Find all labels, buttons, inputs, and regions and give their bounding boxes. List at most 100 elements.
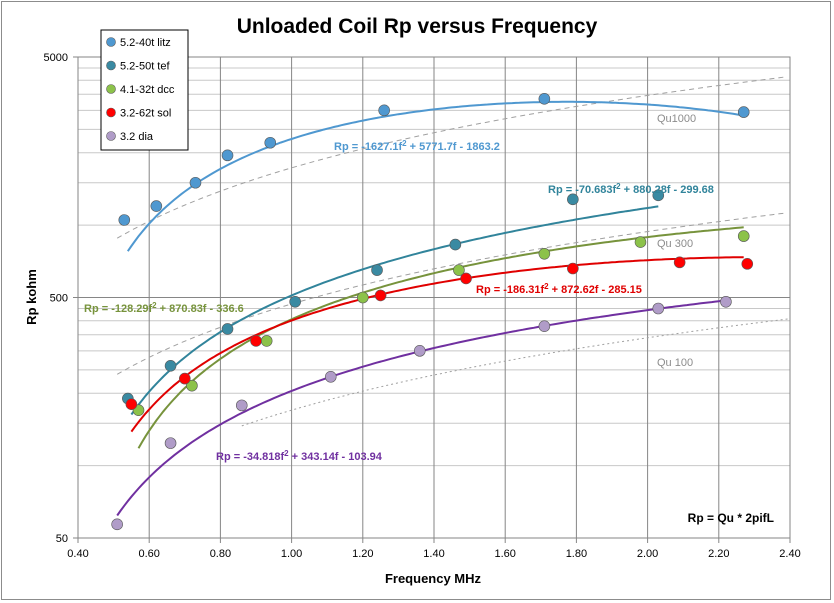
fit-equation: Rp = -186.31f2 + 872.62f - 285.15 bbox=[476, 282, 642, 296]
qu-reference-lines: Qu1000 Qu 300 Qu 100 bbox=[116, 76, 791, 427]
data-point bbox=[260, 335, 273, 347]
data-point bbox=[150, 200, 163, 212]
x-tick-label: 1.60 bbox=[494, 548, 515, 560]
data-point bbox=[737, 230, 750, 242]
y-tick-label: 5000 bbox=[44, 52, 68, 64]
y-tick-label: 500 bbox=[50, 293, 68, 305]
qu-line bbox=[116, 76, 787, 239]
data-point bbox=[111, 518, 123, 531]
eq-superscript: 2 bbox=[284, 449, 289, 458]
legend-marker bbox=[106, 37, 116, 47]
x-tick-label: 2.00 bbox=[637, 548, 658, 560]
data-points bbox=[111, 93, 754, 531]
data-point bbox=[737, 106, 750, 118]
formula-note: Rp = Qu * 2pifL bbox=[688, 511, 774, 525]
legend-label: 4.1-32t dcc bbox=[120, 84, 175, 96]
fit-curve bbox=[130, 205, 659, 416]
legend-marker bbox=[106, 131, 116, 141]
eq-part: Rp = -34.818f bbox=[216, 451, 285, 463]
data-point bbox=[652, 189, 665, 202]
chart-title: Unloaded Coil Rp versus Frequency bbox=[237, 15, 598, 38]
grid bbox=[77, 56, 791, 539]
qu-label: Qu 100 bbox=[657, 357, 693, 369]
eq-part: Rp = -1627.1f bbox=[334, 141, 403, 153]
x-tick-label: 1.00 bbox=[281, 548, 302, 560]
data-point bbox=[634, 236, 647, 248]
data-point bbox=[356, 291, 369, 304]
qu-label: Qu 300 bbox=[657, 238, 693, 250]
data-point bbox=[449, 238, 462, 251]
eq-part: + 870.83f - 336.6 bbox=[157, 303, 244, 315]
eq-part: Rp = -70.683f bbox=[548, 184, 617, 196]
x-tick-label: 1.80 bbox=[566, 548, 587, 560]
fit-curve bbox=[130, 256, 744, 433]
eq-superscript: 2 bbox=[544, 282, 549, 291]
y-axis-title: Rp kohm bbox=[24, 269, 39, 325]
x-tick-label: 1.20 bbox=[352, 548, 373, 560]
data-point bbox=[289, 295, 301, 308]
qu-label: Qu1000 bbox=[657, 113, 696, 125]
x-tick-label: 1.40 bbox=[423, 548, 444, 560]
x-tick-label: 0.60 bbox=[138, 548, 159, 560]
x-tick-label: 0.40 bbox=[67, 548, 88, 560]
data-point bbox=[189, 176, 202, 189]
fit-equation: Rp = -128.29f2 + 870.83f - 336.6 bbox=[84, 301, 244, 315]
legend-label: 3.2 dia bbox=[120, 131, 154, 143]
eq-part: Rp = -128.29f bbox=[84, 303, 153, 315]
legend-marker bbox=[106, 107, 116, 118]
data-point bbox=[186, 379, 198, 392]
legend-label: 3.2-62t sol bbox=[120, 108, 171, 120]
fit-equations: Rp = -1627.1f2 + 5771.7f - 1863.2Rp = -7… bbox=[84, 139, 714, 463]
eq-part: + 5771.7f - 1863.2 bbox=[407, 141, 500, 153]
eq-part: Rp = -186.31f bbox=[476, 284, 545, 296]
data-point bbox=[460, 272, 472, 285]
data-point bbox=[741, 258, 754, 270]
data-point bbox=[378, 104, 390, 117]
eq-superscript: 2 bbox=[616, 182, 621, 191]
fit-equation: Rp = -1627.1f2 + 5771.7f - 1863.2 bbox=[334, 139, 500, 153]
eq-part: + 880.28f - 299.68 bbox=[621, 184, 714, 196]
eq-superscript: 2 bbox=[402, 139, 407, 148]
data-point bbox=[538, 320, 551, 332]
legend-label: 5.2-40t litz bbox=[120, 37, 171, 49]
x-axis-title: Frequency MHz bbox=[385, 571, 482, 586]
data-point bbox=[413, 345, 426, 357]
data-point bbox=[164, 360, 177, 372]
data-point bbox=[673, 256, 686, 269]
legend-label: 5.2-50t tef bbox=[120, 61, 170, 73]
data-point bbox=[221, 323, 234, 335]
legend-marker bbox=[106, 60, 116, 71]
x-tick-label: 0.80 bbox=[210, 548, 231, 560]
data-point bbox=[324, 371, 337, 383]
legend: 5.2-40t litz 5.2-50t tef 4.1-32t dcc 3.2-62… bbox=[100, 29, 189, 151]
data-point bbox=[118, 214, 131, 226]
data-point bbox=[567, 193, 579, 206]
data-point bbox=[164, 437, 177, 449]
y-tick-label: 50 bbox=[56, 533, 68, 545]
data-point bbox=[652, 302, 665, 315]
data-point bbox=[371, 264, 383, 276]
data-point bbox=[264, 136, 277, 149]
fit-equation: Rp = -70.683f2 + 880.28f - 299.68 bbox=[548, 182, 714, 196]
data-point bbox=[235, 399, 248, 412]
data-point bbox=[374, 289, 387, 302]
axes: 0.40 0.60 0.80 1.00 1.20 1.40 1.60 1.80 2.00 2.20… bbox=[44, 52, 801, 560]
qu-line bbox=[241, 318, 791, 427]
x-tick-label: 2.40 bbox=[779, 548, 800, 560]
data-point bbox=[720, 295, 732, 308]
eq-part: + 872.62f - 285.15 bbox=[549, 284, 642, 296]
eq-superscript: 2 bbox=[152, 301, 157, 310]
data-point bbox=[538, 247, 551, 260]
data-point bbox=[250, 335, 262, 347]
fit-equation: Rp = -34.818f2 + 343.14f - 103.94 bbox=[216, 449, 383, 463]
qu-line bbox=[116, 212, 787, 375]
eq-part: + 343.14f - 103.94 bbox=[289, 451, 383, 463]
data-point bbox=[125, 398, 138, 411]
data-point bbox=[567, 262, 579, 275]
legend-marker bbox=[106, 84, 116, 94]
data-point bbox=[221, 149, 234, 162]
x-tick-label: 2.20 bbox=[708, 548, 729, 560]
data-point bbox=[179, 372, 191, 385]
data-point bbox=[538, 93, 551, 105]
